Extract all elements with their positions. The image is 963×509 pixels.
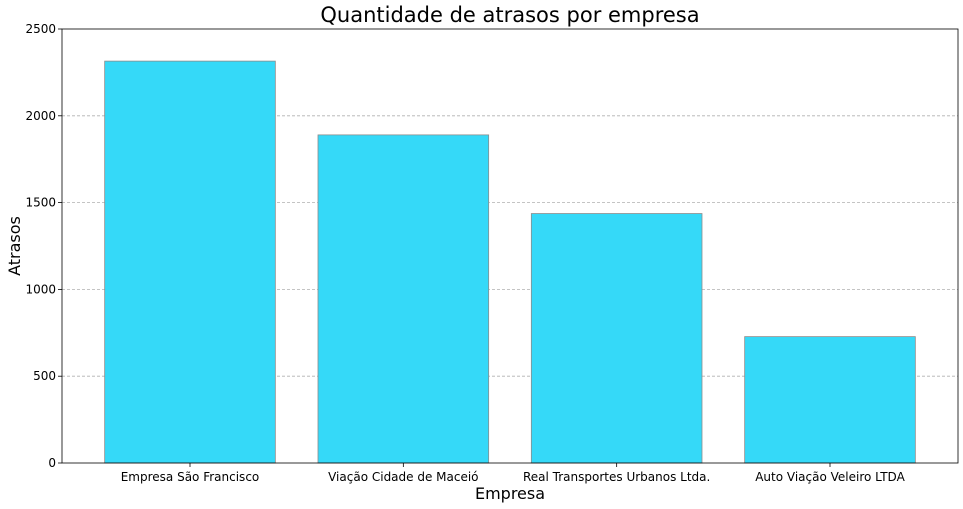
x-tick-label: Auto Viação Veleiro LTDA bbox=[755, 470, 905, 484]
y-tick-label: 2000 bbox=[25, 109, 56, 123]
bar bbox=[530, 213, 703, 464]
bars bbox=[104, 60, 916, 464]
y-tick-label: 500 bbox=[33, 369, 56, 383]
y-axis-label: Atrasos bbox=[5, 216, 24, 276]
bar bbox=[744, 336, 916, 464]
bar bbox=[317, 134, 490, 464]
bar bbox=[104, 60, 276, 464]
x-tick-label: Real Transportes Urbanos Ltda. bbox=[523, 470, 710, 484]
x-tick-label: Viação Cidade de Maceió bbox=[328, 470, 478, 484]
x-axis-label: Empresa bbox=[475, 484, 545, 503]
y-tick-label: 2500 bbox=[25, 22, 56, 36]
plot-frame bbox=[61, 28, 959, 464]
chart-title: Quantidade de atrasos por empresa bbox=[320, 3, 699, 27]
y-tick-label: 1000 bbox=[25, 282, 56, 296]
y-axis-ticks: 0 500 1000 1500 2000 2500 bbox=[25, 22, 62, 470]
x-tick-label: Empresa São Francisco bbox=[121, 470, 260, 484]
y-tick-label: 0 bbox=[48, 456, 56, 470]
y-tick-label: 1500 bbox=[25, 196, 56, 210]
x-axis-ticks: Empresa São Francisco Viação Cidade de Ma… bbox=[121, 463, 906, 484]
